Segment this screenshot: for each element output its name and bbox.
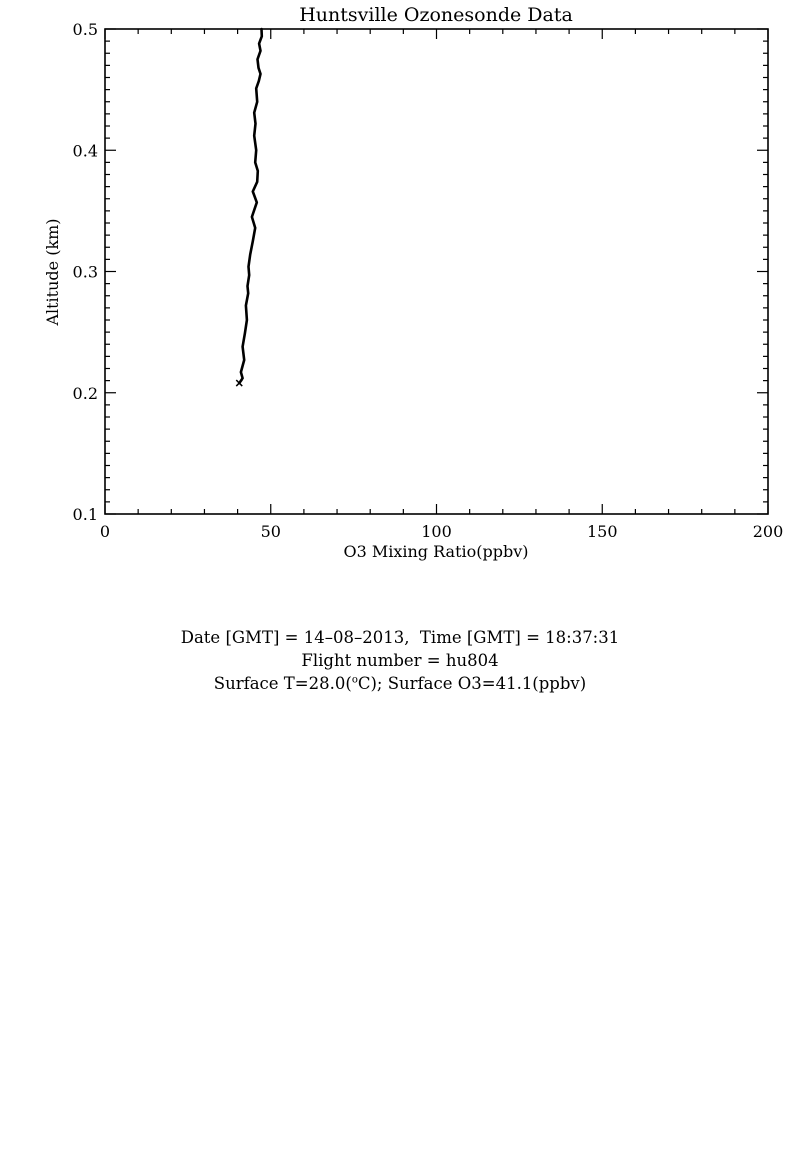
x-tick-label: 200 [753,522,784,541]
flight-info: Date [GMT] = 14–08–2013, Time [GMT] = 18… [0,626,800,695]
ozonesonde-chart: 0 50 100 150 200 0.1 0.2 0.3 0.4 0.5 Huntsville O… [43,4,784,561]
axes: 0 50 100 150 200 0.1 0.2 0.3 0.4 0.5 [73,20,784,541]
y-tick-label: 0.4 [73,141,98,160]
degree-symbol: o [351,674,358,686]
plot-frame [104,28,769,515]
x-tick-label: 0 [100,522,110,541]
marker-stroke [235,379,243,387]
y-tick-label: 0.2 [73,384,98,403]
x-tick-label: 50 [261,522,281,541]
y-tick-label: 0.3 [73,263,98,282]
ozone-profile-line [238,27,264,385]
surface-temp-text: Surface T=28.0( [213,674,352,693]
y-axis-label: Altitude (km) [43,218,62,326]
surface-conditions-line: Surface T=28.0(oC); Surface O3=41.1(ppbv… [0,672,800,695]
flight-number-line: Flight number = hu804 [301,651,499,670]
x-tick-label: 100 [421,522,452,541]
launch-point-marker [235,379,243,387]
chart-title: Huntsville Ozonesonde Data [299,4,573,26]
y-tick-label: 0.1 [73,505,98,524]
x-axis-label: O3 Mixing Ratio(ppbv) [343,542,528,561]
x-tick-label: 150 [587,522,618,541]
y-tick-label: 0.5 [73,20,98,39]
date-time-line: Date [GMT] = 14–08–2013, Time [GMT] = 18… [180,628,620,647]
surface-ozone-text: C); Surface O3=41.1(ppbv) [357,674,587,693]
plot-area [235,27,264,387]
